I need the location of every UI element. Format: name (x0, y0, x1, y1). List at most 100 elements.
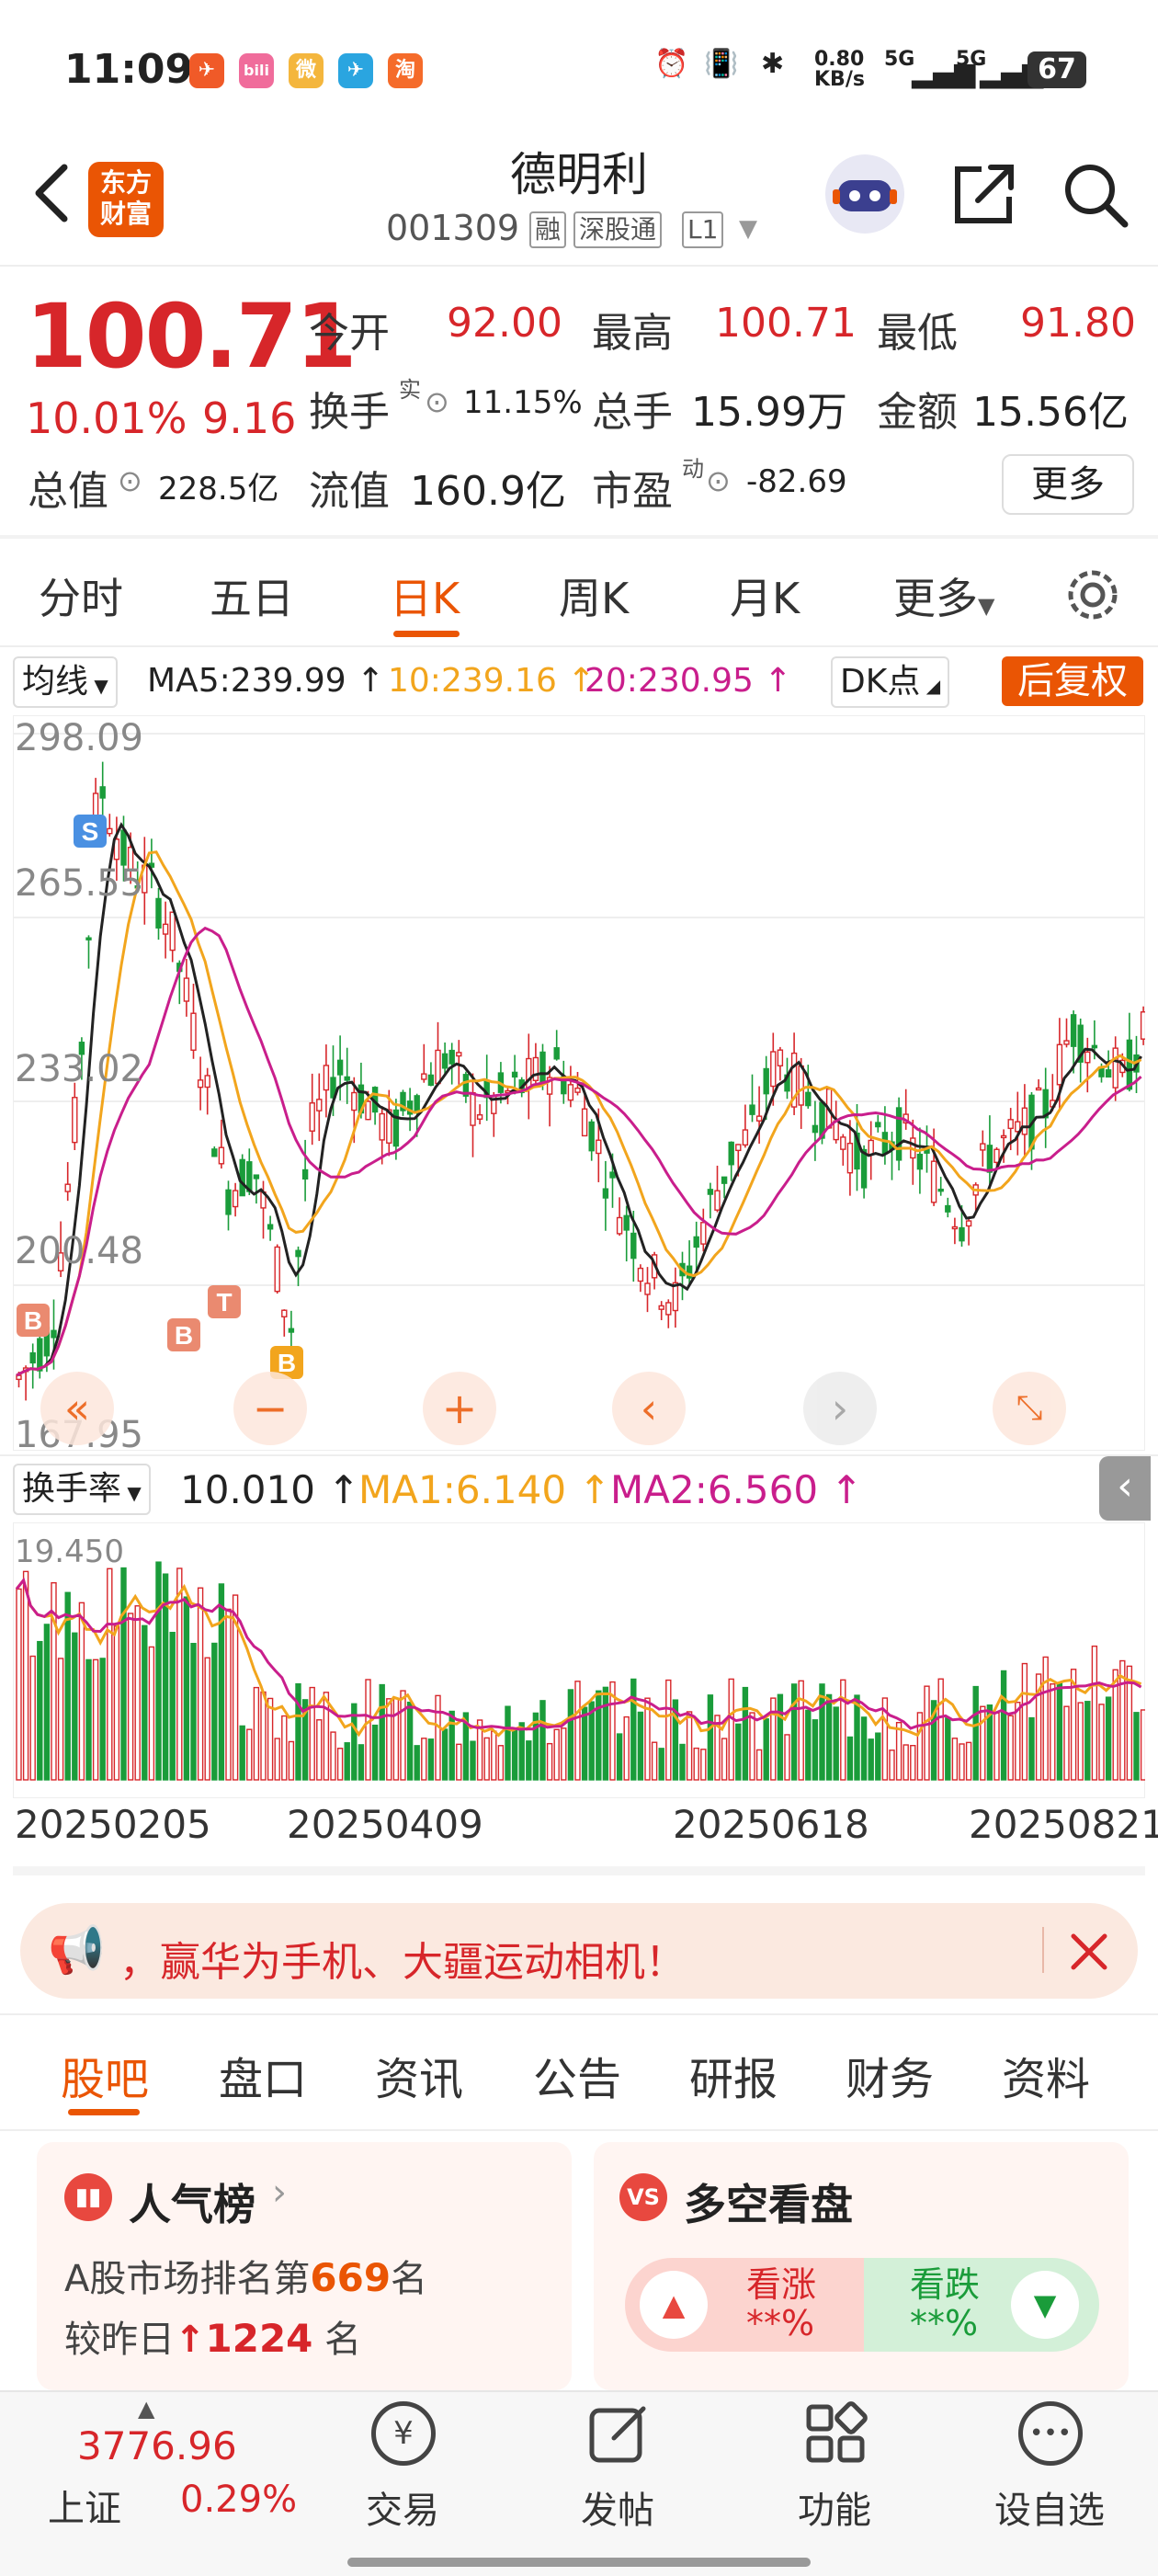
tab-more[interactable]: 更多▼ (893, 574, 995, 623)
mktcap-label: 总值 (28, 468, 108, 515)
turnover-bar (868, 1738, 874, 1781)
low-value: 91.80 (1020, 300, 1136, 347)
signal-marker (208, 1285, 241, 1318)
adjust-button[interactable]: 后复权 (1002, 656, 1143, 706)
candle-body (1077, 1024, 1084, 1063)
turnover-bar (728, 1678, 734, 1781)
tab-order-book[interactable]: 盘口 (219, 2054, 308, 2105)
more-button[interactable]: 更多 (1002, 454, 1134, 515)
info-icon[interactable]: ⊙ (118, 463, 142, 498)
rewind-button[interactable]: « (40, 1372, 114, 1445)
scroll-left-button[interactable]: ‹ (612, 1372, 686, 1445)
grid-icon[interactable] (803, 2401, 868, 2466)
candle-body (406, 1100, 414, 1115)
tab-daily-k[interactable]: 日K (390, 574, 460, 623)
x-axis-date: 20250618 (673, 1802, 869, 1847)
divider (1042, 1927, 1044, 1973)
caret-up-icon[interactable]: ▲ (138, 2396, 155, 2422)
turnover-bar (658, 1748, 664, 1781)
candle-body (637, 1267, 644, 1282)
turnover-bar (1007, 1715, 1014, 1781)
dk-point-select[interactable]: DK点 ◢ (831, 656, 950, 708)
turnover-bar (546, 1742, 553, 1781)
turnover-bar (85, 1658, 92, 1781)
turnover-bar (854, 1694, 860, 1781)
candle-body (435, 1049, 441, 1085)
info-icon[interactable]: ⊙ (425, 384, 449, 419)
candle-body (1021, 1107, 1028, 1135)
tab-five-day[interactable]: 五日 (210, 574, 294, 623)
announcement-banner[interactable] (20, 1903, 1138, 1999)
turnover-bar (972, 1685, 979, 1781)
candle-body (868, 1139, 874, 1156)
post-icon[interactable] (586, 2401, 651, 2466)
level-tag[interactable]: L1 (682, 211, 724, 248)
nav-post[interactable]: 发帖 (581, 2490, 654, 2532)
candle-body (1126, 1039, 1133, 1090)
popularity-title: 人气榜 (129, 2180, 255, 2229)
scroll-right-button[interactable]: › (803, 1372, 877, 1445)
index-value[interactable]: 3776.96 (77, 2423, 237, 2468)
turnover-bar (651, 1741, 658, 1781)
close-announcement-button[interactable] (1057, 1920, 1121, 1984)
fullscreen-button[interactable]: ⤡ (993, 1372, 1066, 1445)
chevron-down-icon[interactable]: ▼ (739, 215, 757, 243)
info-icon[interactable]: ⊙ (706, 463, 731, 498)
candle-body (959, 1226, 965, 1242)
settings-button[interactable] (1061, 563, 1125, 627)
tab-intraday[interactable]: 分时 (39, 574, 123, 623)
back-button[interactable] (24, 156, 79, 230)
candle-body (99, 786, 106, 799)
home-indicator (347, 2558, 811, 2567)
popularity-card[interactable] (37, 2142, 572, 2390)
turnover-bar (239, 1725, 245, 1781)
turnover-bar-chart[interactable] (13, 1522, 1145, 1798)
nav-functions[interactable]: 功能 (798, 2490, 871, 2532)
tab-financials[interactable]: 财务 (846, 2054, 935, 2105)
indicator-select[interactable]: 均线 ▼ (13, 656, 118, 708)
turnover-bar (644, 1697, 651, 1781)
candle-body (183, 977, 190, 1002)
candle-body (301, 1168, 309, 1180)
zoom-in-button[interactable]: + (423, 1372, 496, 1445)
tab-news[interactable]: 资讯 (375, 2054, 464, 2105)
turnover-bar (763, 1718, 769, 1781)
tab-profile[interactable]: 资料 (1002, 2054, 1091, 2105)
announcement-text[interactable]: ，赢华为手机、大疆运动相机！ (119, 1939, 686, 1986)
volume-value: 15.99万 (691, 389, 847, 436)
candle-body (574, 1087, 581, 1093)
candle-body (1056, 1043, 1063, 1086)
tab-guba[interactable]: 股吧 (61, 2054, 150, 2105)
tab-monthly-k[interactable]: 月K (730, 574, 800, 623)
index-change[interactable]: 0.29% (180, 2479, 298, 2521)
trade-icon[interactable]: ¥ (371, 2401, 436, 2466)
divider (0, 645, 1158, 647)
turnover-bar (16, 1588, 22, 1781)
index-name[interactable]: 上证 (48, 2488, 121, 2530)
tab-weekly-k[interactable]: 周K (559, 574, 630, 623)
nav-trade[interactable]: 交易 (366, 2490, 439, 2532)
collapse-panel-button[interactable]: ‹ (1099, 1456, 1151, 1521)
ai-assistant-icon[interactable] (825, 154, 904, 234)
active-tab-indicator (68, 2109, 140, 2115)
tab-announcements[interactable]: 公告 (533, 2054, 622, 2105)
candle-body (686, 1265, 693, 1279)
turnover-bar (881, 1697, 889, 1781)
turnover-bar (1126, 1665, 1133, 1781)
sim1-label: 5G (884, 48, 915, 71)
high-value: 100.71 (715, 300, 857, 347)
caret-down-icon: ▼ (978, 593, 995, 619)
candle-body (658, 1305, 664, 1310)
turnover-indicator-select[interactable]: 换手率 ▼ (13, 1464, 151, 1515)
nav-add-watchlist[interactable]: 设自选 (994, 2490, 1105, 2532)
more-dots-icon[interactable]: ••• (1018, 2401, 1083, 2466)
zoom-out-button[interactable]: − (233, 1372, 307, 1445)
turnover-bar (1021, 1662, 1028, 1781)
search-button[interactable] (1059, 158, 1132, 232)
tab-research[interactable]: 研报 (689, 2054, 778, 2105)
share-button[interactable] (947, 158, 1020, 232)
connect-tag: 深股通 (573, 211, 663, 248)
turnover-bar (707, 1694, 714, 1781)
candle-body (511, 1071, 518, 1078)
